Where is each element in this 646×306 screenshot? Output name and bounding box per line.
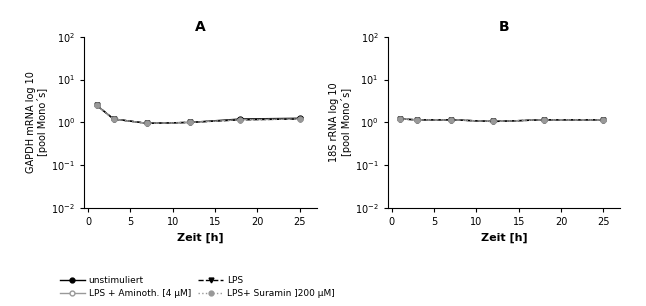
Title: B: B — [499, 20, 509, 34]
Line: LPS+ Suramin ]200 µM]: LPS+ Suramin ]200 µM] — [94, 103, 302, 126]
LPS+ Suramin ]200 µM] — [397, 117, 404, 121]
unstimuliert — [413, 118, 421, 122]
Legend: unstimuliert, LPS + Aminoth. [4 µM], LPS, LPS+ Suramin ]200 µM]: unstimuliert, LPS + Aminoth. [4 µM], LPS… — [56, 273, 339, 301]
LPS + Aminoth. [4 µM] — [93, 103, 101, 107]
LPS + Aminoth. [4 µM] — [447, 118, 455, 122]
unstimuliert — [599, 118, 607, 122]
unstimuliert — [93, 103, 101, 107]
LPS+ Suramin ]200 µM] — [413, 118, 421, 122]
unstimuliert — [540, 118, 548, 122]
LPS — [186, 121, 194, 124]
LPS — [447, 118, 455, 122]
LPS — [397, 117, 404, 121]
X-axis label: Zeit [h]: Zeit [h] — [177, 233, 224, 243]
LPS + Aminoth. [4 µM] — [186, 121, 194, 124]
Y-axis label: 18S rRNA log 10
[pool Mono´s]: 18S rRNA log 10 [pool Mono´s] — [329, 83, 352, 162]
LPS+ Suramin ]200 µM] — [490, 120, 497, 123]
LPS+ Suramin ]200 µM] — [236, 118, 244, 122]
Line: LPS + Aminoth. [4 µM]: LPS + Aminoth. [4 µM] — [94, 103, 302, 126]
LPS + Aminoth. [4 µM] — [490, 120, 497, 123]
Line: unstimuliert: unstimuliert — [398, 117, 606, 124]
LPS — [490, 120, 497, 123]
LPS — [110, 117, 118, 121]
Line: LPS + Aminoth. [4 µM]: LPS + Aminoth. [4 µM] — [398, 117, 606, 124]
unstimuliert — [143, 121, 151, 125]
LPS+ Suramin ]200 µM] — [186, 121, 194, 124]
LPS+ Suramin ]200 µM] — [93, 103, 101, 107]
LPS+ Suramin ]200 µM] — [296, 117, 304, 121]
LPS — [236, 118, 244, 122]
Line: unstimuliert: unstimuliert — [94, 103, 302, 126]
LPS + Aminoth. [4 µM] — [296, 117, 304, 121]
unstimuliert — [447, 118, 455, 122]
LPS + Aminoth. [4 µM] — [143, 121, 151, 125]
Line: LPS: LPS — [398, 117, 606, 124]
LPS+ Suramin ]200 µM] — [110, 117, 118, 121]
unstimuliert — [110, 117, 118, 121]
LPS — [599, 118, 607, 122]
LPS — [296, 117, 304, 121]
unstimuliert — [397, 117, 404, 121]
X-axis label: Zeit [h]: Zeit [h] — [481, 233, 527, 243]
LPS — [143, 121, 151, 125]
LPS + Aminoth. [4 µM] — [236, 118, 244, 122]
LPS — [413, 118, 421, 122]
LPS + Aminoth. [4 µM] — [110, 117, 118, 121]
LPS+ Suramin ]200 µM] — [143, 121, 151, 125]
Line: LPS+ Suramin ]200 µM]: LPS+ Suramin ]200 µM] — [398, 117, 606, 124]
Line: LPS: LPS — [94, 103, 302, 126]
LPS + Aminoth. [4 µM] — [599, 118, 607, 122]
LPS+ Suramin ]200 µM] — [599, 118, 607, 122]
LPS + Aminoth. [4 µM] — [540, 118, 548, 122]
LPS — [540, 118, 548, 122]
unstimuliert — [186, 121, 194, 124]
Title: A: A — [195, 20, 205, 34]
unstimuliert — [236, 117, 244, 121]
LPS + Aminoth. [4 µM] — [397, 117, 404, 121]
unstimuliert — [490, 120, 497, 123]
LPS+ Suramin ]200 µM] — [540, 118, 548, 122]
Y-axis label: GAPDH mRNA log 10
[pool Mono´s]: GAPDH mRNA log 10 [pool Mono´s] — [26, 72, 48, 173]
LPS+ Suramin ]200 µM] — [447, 118, 455, 122]
LPS + Aminoth. [4 µM] — [413, 118, 421, 122]
LPS — [93, 103, 101, 107]
unstimuliert — [296, 116, 304, 120]
